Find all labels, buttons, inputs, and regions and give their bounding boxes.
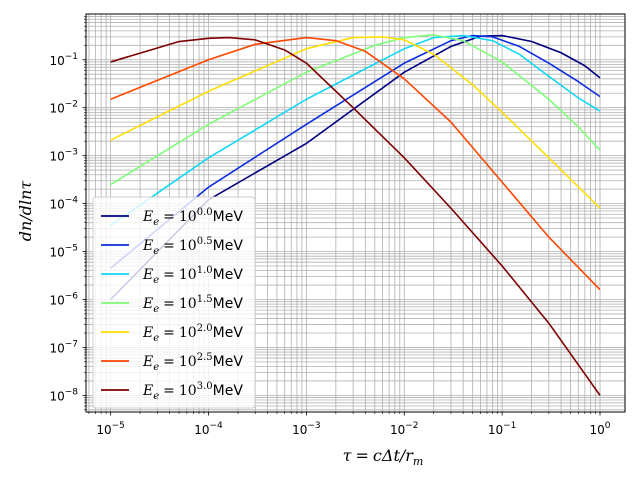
svg-text:τ=cΔt/rm: τ = cΔt/rm	[343, 446, 424, 468]
x-tick-label: 10−4	[194, 421, 223, 437]
plot-lines	[110, 34, 601, 396]
legend-entry-label: Ee = 103.0MeV	[142, 381, 243, 402]
x-axis-label: τ = cΔt/rm	[343, 446, 424, 468]
legend: Ee = 100.0MeV Ee = 100.5MeV Ee = 101.0MeV Ee = 101.…	[92, 196, 256, 409]
legend-box	[92, 196, 256, 409]
axes-frame	[85, 13, 626, 413]
series-line-e2-5	[110, 36, 601, 291]
x-tick-label: 100	[590, 421, 611, 437]
x-tick-label: 10−1	[488, 421, 517, 437]
y-tick-label: 10−7	[49, 339, 78, 355]
legend-entry-label: Ee = 100.0MeV	[142, 207, 243, 228]
tick-labels: 10−5 10−4 10−3 10−2 10−1 100 10−8 10−7 10−6 10−5 1…	[49, 52, 610, 437]
y-tick-label: 10−2	[49, 100, 78, 116]
x-axis-label-rhs: cΔt/r	[373, 446, 414, 465]
y-tick-label: 10−4	[49, 196, 78, 212]
y-tick-label: 10−3	[49, 148, 78, 164]
ticks	[82, 16, 601, 416]
y-tick-label: 10−1	[49, 52, 78, 68]
y-axis-label: dn/dlnτ	[16, 180, 35, 242]
y-tick-label: 10−5	[49, 244, 78, 260]
legend-entry-label: Ee = 101.5MeV	[142, 294, 243, 315]
x-tick-label: 10−3	[292, 421, 321, 437]
series-line-e2-0	[110, 36, 601, 209]
legend-entry-label: Ee = 101.0MeV	[142, 265, 243, 286]
series-line-e1-5	[110, 34, 601, 186]
series-line-e3-0	[110, 36, 601, 396]
x-tick-label: 10−2	[390, 421, 419, 437]
x-tick-label: 10−5	[96, 421, 125, 437]
x-axis-label-main: τ	[343, 446, 353, 465]
legend-entry-label: Ee = 102.0MeV	[142, 323, 243, 344]
legend-entry-label: Ee = 102.5MeV	[142, 352, 243, 373]
y-tick-label: 10−8	[49, 387, 78, 403]
series-line-e1-0	[110, 34, 601, 227]
legend-entry-label: Ee = 100.5MeV	[142, 236, 243, 257]
y-axis-label-main: dn/dlnτ	[16, 180, 35, 242]
series-line-e0-5	[110, 34, 601, 269]
x-axis-label-sub: m	[413, 455, 423, 468]
y-tick-label: 10−6	[49, 291, 78, 307]
